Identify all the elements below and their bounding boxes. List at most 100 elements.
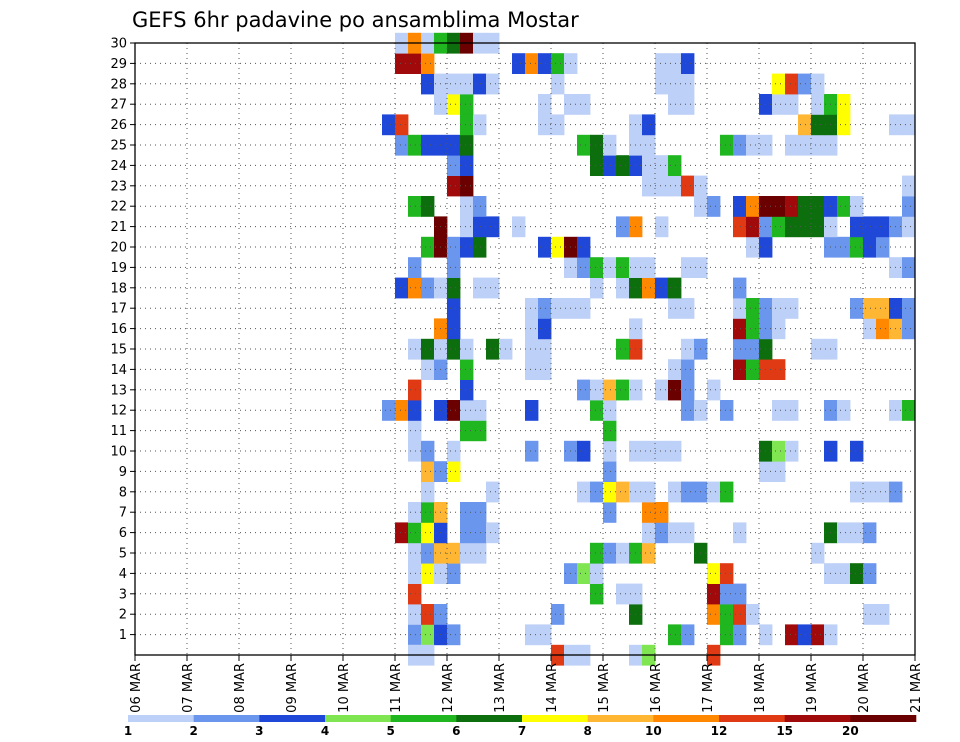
heatmap-cell <box>447 400 461 421</box>
heatmap-cell <box>733 277 747 299</box>
heatmap-cell <box>811 114 825 136</box>
heatmap-cell <box>486 338 500 360</box>
heatmap-cell <box>590 542 604 564</box>
heatmap-cell <box>408 277 422 299</box>
heatmap-cell <box>577 134 591 156</box>
heatmap-cell <box>460 73 474 95</box>
heatmap-cell <box>811 196 825 217</box>
colorbar-segment <box>850 715 917 722</box>
heatmap-cell <box>408 53 422 74</box>
y-tick-label: 14 <box>110 363 127 378</box>
heatmap-cell <box>746 216 760 238</box>
heatmap-cell <box>668 73 682 95</box>
heatmap-cell <box>408 624 422 646</box>
heatmap-cell <box>408 583 422 605</box>
colorbar-label: 5 <box>386 724 394 738</box>
x-tick-label: 06 MAR <box>129 663 144 713</box>
x-tick-label: 08 MAR <box>233 663 248 713</box>
colorbar-label: 7 <box>518 724 526 738</box>
x-tick-label: 16 MAR <box>649 663 664 713</box>
heatmap-cell <box>421 236 435 258</box>
heatmap-cell <box>603 502 617 523</box>
heatmap-cell <box>850 563 864 584</box>
heatmap-cell <box>616 257 630 278</box>
heatmap-cell <box>395 134 409 156</box>
heatmap-cell <box>785 134 799 156</box>
heatmap-cell <box>785 94 799 115</box>
heatmap-cell <box>772 94 786 115</box>
y-tick-label: 8 <box>119 485 127 500</box>
y-tick-label: 9 <box>119 465 127 480</box>
heatmap-cell <box>668 155 682 176</box>
colorbar-segment <box>128 715 194 722</box>
heatmap-cell <box>746 298 760 319</box>
heatmap-cell <box>707 481 721 503</box>
heatmap-cell <box>525 298 539 319</box>
heatmap-cell <box>733 298 747 319</box>
heatmap-cell <box>655 155 669 176</box>
heatmap-cell <box>616 583 630 605</box>
heatmap-cell <box>473 542 487 564</box>
heatmap-cell <box>707 583 721 605</box>
heatmap-cell <box>447 134 461 156</box>
heatmap-cell <box>460 236 474 258</box>
heatmap-cell <box>850 216 864 238</box>
heatmap-cell <box>681 298 695 319</box>
heatmap-cell <box>733 604 747 625</box>
y-tick-label: 28 <box>110 77 127 92</box>
x-tick-label: 09 MAR <box>285 663 300 713</box>
heatmap-cell <box>681 338 695 360</box>
heatmap-cell <box>408 400 422 421</box>
heatmap-cell <box>746 196 760 217</box>
colorbar-segment <box>784 715 851 722</box>
y-tick-label: 26 <box>110 118 127 133</box>
heatmap-cell <box>473 400 487 421</box>
heatmap-cell <box>642 277 656 299</box>
heatmap-cell <box>577 94 591 115</box>
heatmap-cell <box>473 277 487 299</box>
heatmap-cell <box>577 563 591 584</box>
heatmap-cell <box>408 257 422 278</box>
x-tick-label: 12 MAR <box>441 663 456 713</box>
heatmap-cell <box>642 155 656 176</box>
heatmap-cell <box>421 461 435 482</box>
heatmap-cell <box>733 359 747 380</box>
heatmap-cell <box>850 298 864 319</box>
x-tick-label: 07 MAR <box>181 663 196 713</box>
colorbar-segment <box>456 715 523 722</box>
heatmap-cell <box>616 216 630 238</box>
heatmap-cell <box>473 502 487 523</box>
heatmap-cell <box>525 338 539 360</box>
heatmap-cell <box>525 440 539 462</box>
heatmap-cell <box>460 114 474 136</box>
heatmap-cell <box>447 542 461 564</box>
heatmap-cell <box>460 542 474 564</box>
heatmap-cell <box>681 53 695 74</box>
heatmap-cell <box>447 236 461 258</box>
heatmap-cell <box>603 481 617 503</box>
heatmap-cell <box>590 257 604 278</box>
heatmap-cell <box>837 522 851 544</box>
heatmap-cell <box>642 502 656 523</box>
heatmap-cell <box>538 318 552 340</box>
heatmap-cell <box>850 522 864 544</box>
heatmap-cell <box>421 563 435 584</box>
heatmap-cell <box>616 481 630 503</box>
heatmap-cell <box>590 277 604 299</box>
heatmap-cell <box>746 338 760 360</box>
colorbar-segment <box>193 715 260 722</box>
heatmap-cell <box>460 216 474 238</box>
heatmap-cell <box>590 134 604 156</box>
heatmap-cell <box>486 73 500 95</box>
heatmap-cell <box>447 461 461 482</box>
heatmap-cell <box>642 481 656 503</box>
heatmap-cell <box>863 216 877 238</box>
heatmap-cell <box>395 277 409 299</box>
heatmap-cell <box>460 522 474 544</box>
heatmap-cell <box>668 522 682 544</box>
heatmap-cell <box>395 400 409 421</box>
heatmap-cell <box>460 94 474 115</box>
heatmap-cell <box>408 522 422 544</box>
heatmap-cell <box>733 196 747 217</box>
heatmap-cell <box>655 175 669 197</box>
